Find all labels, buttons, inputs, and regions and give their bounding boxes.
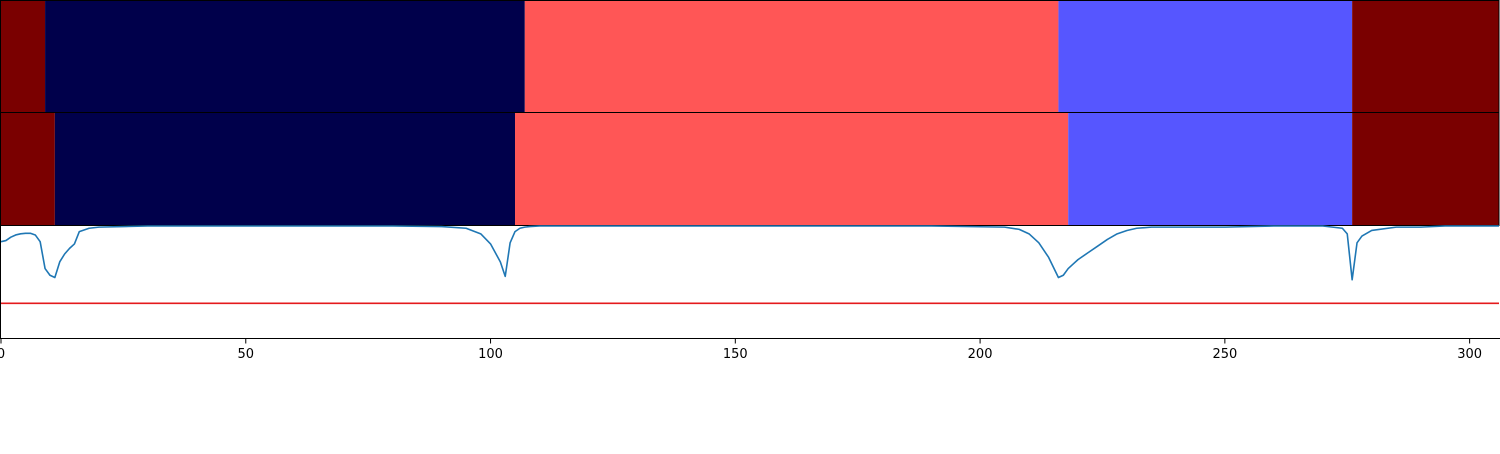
x-tick-label-0: 0: [0, 347, 5, 362]
x-tick-label-50: 50: [237, 347, 254, 362]
segment-top-3: [1058, 1, 1353, 112]
score-line: [0, 225, 1499, 281]
x-tick-label-250: 250: [1212, 347, 1237, 362]
x-tick-label-200: 200: [968, 347, 993, 362]
segment-middle-2: [515, 113, 1069, 225]
x-tick-label-100: 100: [478, 347, 503, 362]
segment-middle-0: [1, 113, 55, 225]
x-tick-label-150: 150: [723, 347, 748, 362]
x-tick-label-300: 300: [1457, 347, 1482, 362]
segment-top-0: [1, 1, 46, 112]
top-segmentation-bar: [0, 0, 1500, 113]
segment-middle-4: [1352, 113, 1499, 225]
segment-top-1: [45, 1, 525, 112]
segment-middle-1: [54, 113, 516, 225]
score-line-panel: [0, 225, 1500, 339]
segment-top-4: [1352, 1, 1499, 112]
segment-middle-3: [1068, 113, 1353, 225]
segment-top-2: [524, 1, 1059, 112]
x-axis: 0 50 100 150 200 250 300: [0, 338, 1482, 362]
middle-segmentation-bar: [0, 112, 1500, 226]
